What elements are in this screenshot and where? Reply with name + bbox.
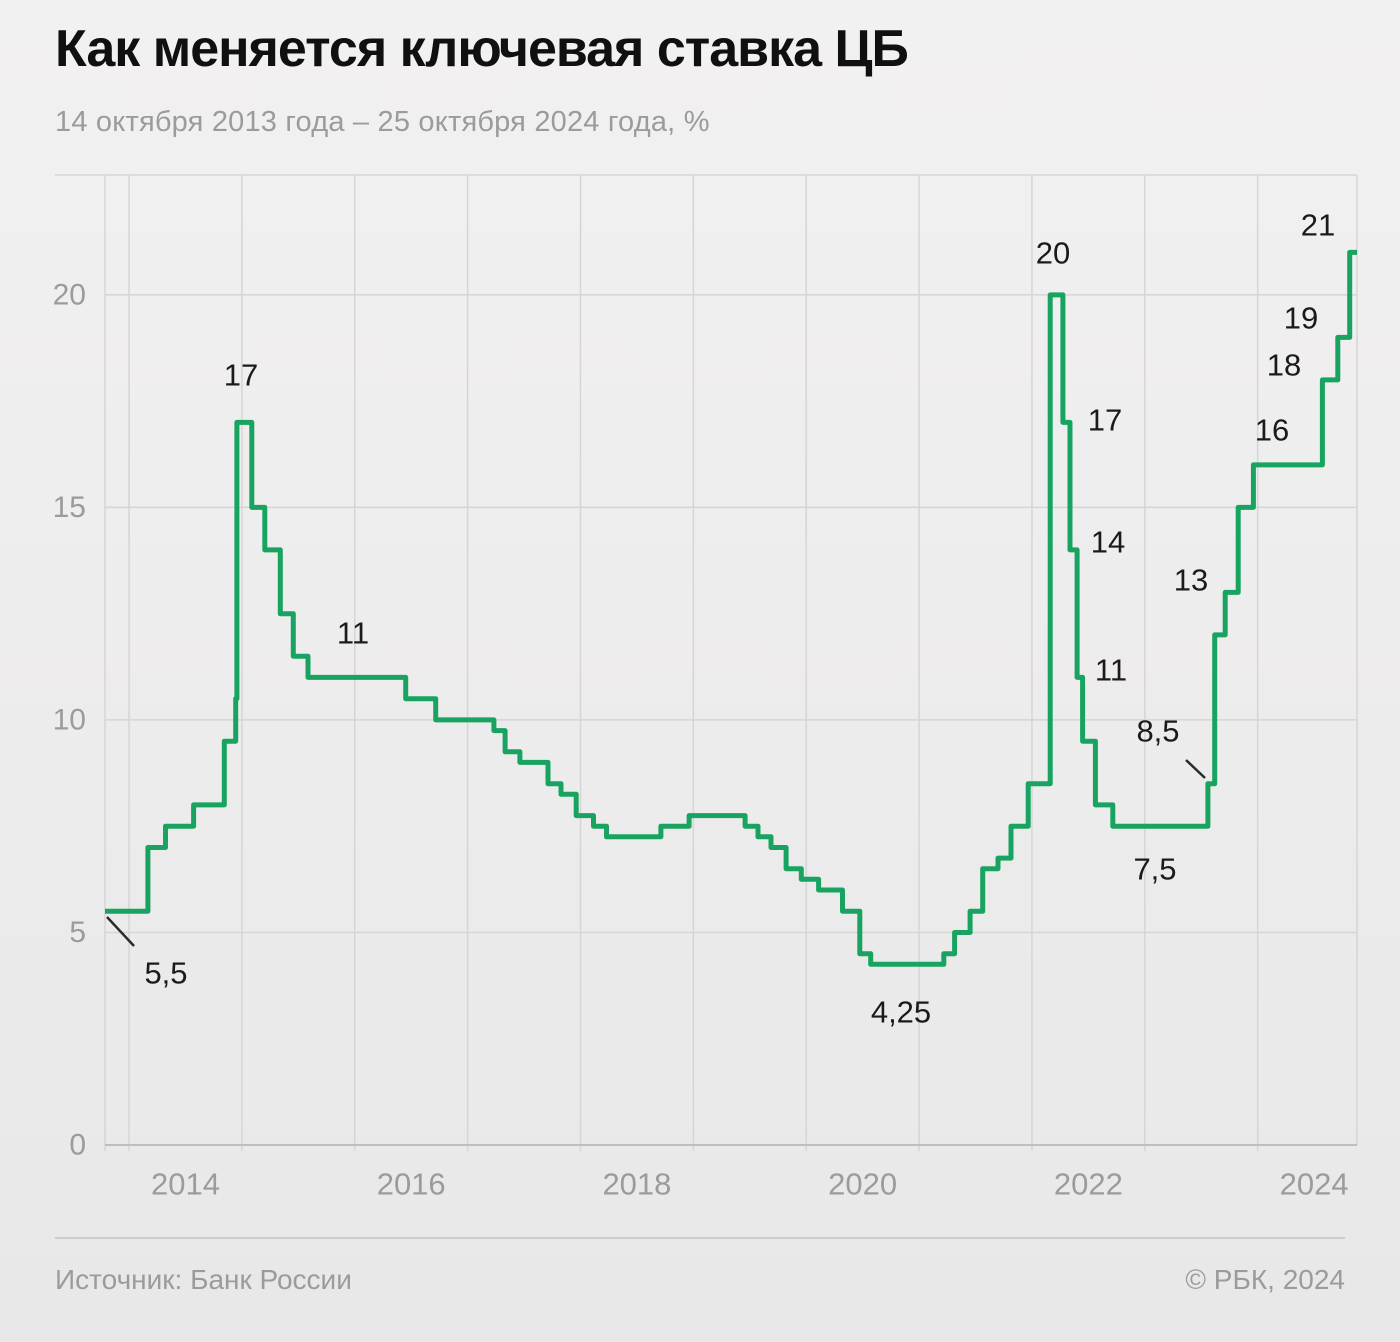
key-rate-line <box>105 249 1357 967</box>
annotation-11: 11 <box>1095 653 1127 688</box>
annotation-5-5: 5,5 <box>144 956 187 991</box>
footer-divider <box>55 1237 1345 1239</box>
annotation-11: 11 <box>337 616 369 651</box>
x-axis-tick-label: 2018 <box>602 1167 671 1202</box>
y-axis-tick-label: 10 <box>53 703 86 736</box>
annotation-4-25: 4,25 <box>871 995 931 1030</box>
annotation-17: 17 <box>224 358 258 393</box>
annotation-21: 21 <box>1301 208 1335 243</box>
annotation-7-5: 7,5 <box>1133 852 1176 887</box>
annotation-13: 13 <box>1174 563 1208 598</box>
annotation-leader-line <box>106 916 135 947</box>
page-subtitle: 14 октября 2013 года – 25 октября 2024 г… <box>55 106 710 138</box>
x-axis-tick-label: 2016 <box>377 1167 446 1202</box>
y-axis-tick-label: 15 <box>53 491 86 524</box>
annotation-17: 17 <box>1088 403 1122 438</box>
annotation-8-5: 8,5 <box>1136 714 1179 749</box>
annotation-20: 20 <box>1036 236 1070 271</box>
x-axis-tick-label: 2020 <box>828 1167 897 1202</box>
annotation-leader-line <box>1185 759 1206 779</box>
annotation-19: 19 <box>1284 301 1318 336</box>
annotation-14: 14 <box>1091 525 1125 560</box>
x-axis-tick-label: 2022 <box>1054 1167 1123 1202</box>
y-axis-tick-label: 5 <box>69 916 86 949</box>
copyright-label: © РБК, 2024 <box>1185 1264 1345 1295</box>
source-label: Источник: Банк России <box>55 1264 352 1295</box>
y-axis-tick-label: 0 <box>69 1129 86 1162</box>
x-axis-tick-label: 2014 <box>151 1167 220 1202</box>
page-title: Как меняется ключевая ставка ЦБ <box>55 20 909 78</box>
x-axis-tick-label: 2024 <box>1280 1167 1349 1202</box>
annotation-16: 16 <box>1255 413 1289 448</box>
annotation-18: 18 <box>1267 348 1301 383</box>
y-axis-tick-label: 20 <box>53 278 86 311</box>
